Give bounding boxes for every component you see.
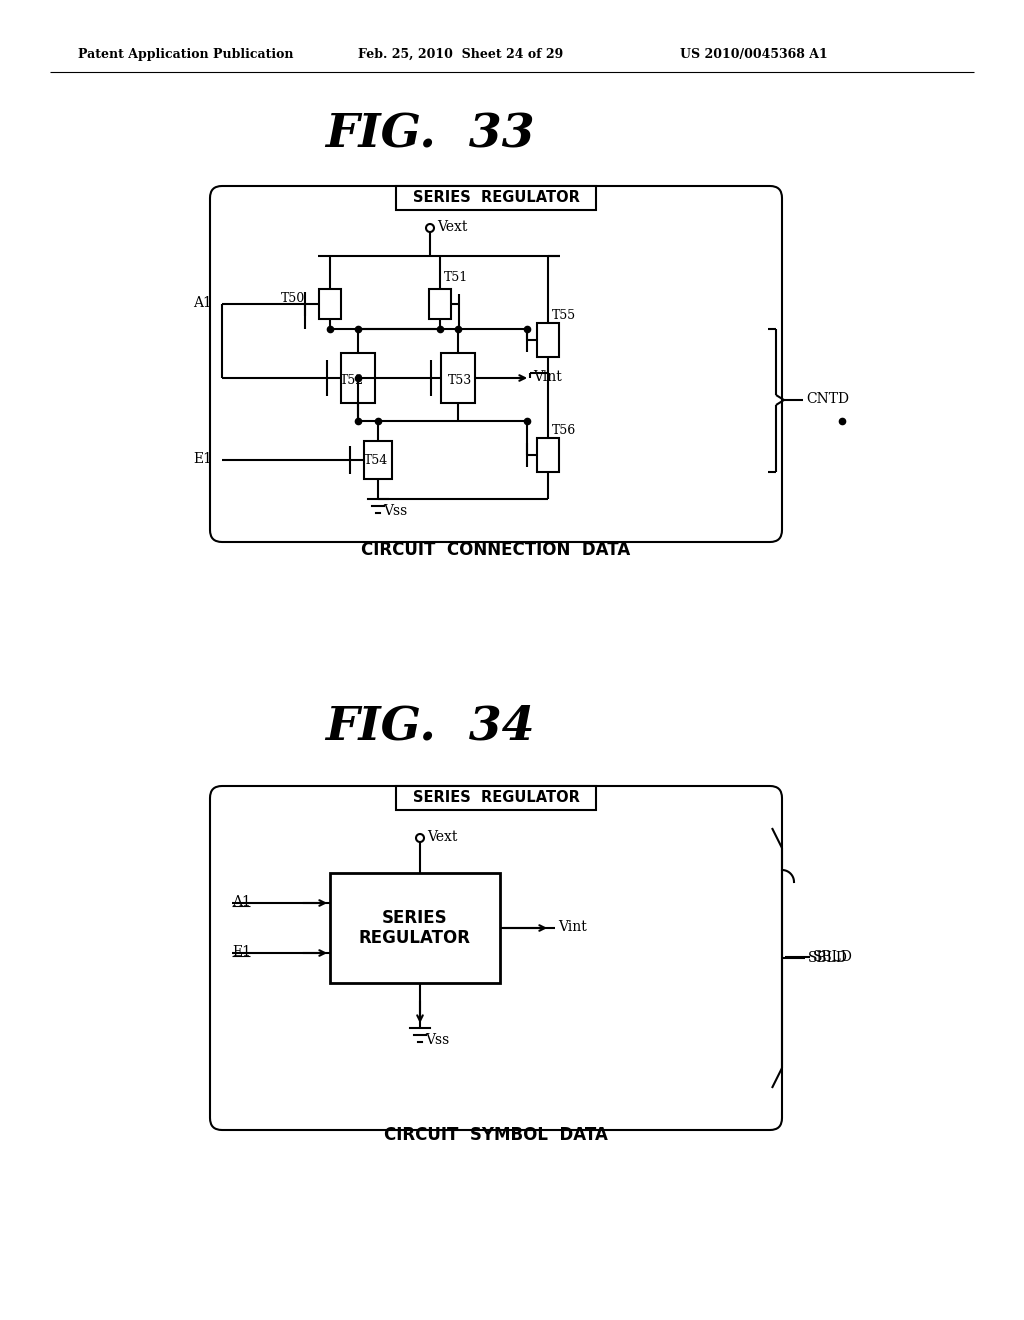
- Bar: [396, 186, 596, 210]
- Text: SBLD: SBLD: [808, 950, 848, 965]
- Bar: [319, 289, 341, 319]
- Text: Vss: Vss: [425, 1034, 450, 1047]
- Text: Vss: Vss: [383, 504, 408, 517]
- Text: T54: T54: [364, 454, 388, 467]
- Text: Feb. 25, 2010  Sheet 24 of 29: Feb. 25, 2010 Sheet 24 of 29: [358, 48, 563, 61]
- Text: CIRCUIT  SYMBOL  DATA: CIRCUIT SYMBOL DATA: [384, 1126, 608, 1144]
- Text: T55: T55: [552, 309, 577, 322]
- FancyBboxPatch shape: [210, 186, 782, 543]
- Bar: [441, 352, 475, 403]
- Text: FIG.  34: FIG. 34: [326, 704, 535, 750]
- Bar: [537, 323, 559, 356]
- Text: FIG.  33: FIG. 33: [326, 112, 535, 158]
- Text: Vext: Vext: [427, 830, 458, 843]
- Text: A1: A1: [232, 895, 251, 909]
- Text: T52: T52: [340, 374, 365, 387]
- Text: SERIES
REGULATOR: SERIES REGULATOR: [359, 908, 471, 948]
- Text: SERIES  REGULATOR: SERIES REGULATOR: [413, 791, 580, 805]
- Text: T51: T51: [444, 271, 468, 284]
- Text: Patent Application Publication: Patent Application Publication: [78, 48, 294, 61]
- Text: US 2010/0045368 A1: US 2010/0045368 A1: [680, 48, 827, 61]
- Text: SBLD: SBLD: [813, 950, 853, 964]
- Bar: [537, 438, 559, 473]
- Text: CNTD: CNTD: [806, 392, 849, 407]
- Text: E1: E1: [232, 945, 251, 960]
- Text: T53: T53: [447, 374, 472, 387]
- Bar: [341, 352, 375, 403]
- Bar: [330, 873, 500, 983]
- Text: T50: T50: [281, 292, 305, 305]
- Text: Vext: Vext: [437, 220, 467, 234]
- Text: A1: A1: [194, 296, 212, 310]
- Text: Vint: Vint: [534, 370, 562, 384]
- FancyBboxPatch shape: [210, 785, 782, 1130]
- Text: Vint: Vint: [558, 920, 587, 935]
- Bar: [396, 785, 596, 810]
- Text: CIRCUIT  CONNECTION  DATA: CIRCUIT CONNECTION DATA: [361, 541, 631, 558]
- Bar: [364, 441, 392, 479]
- Text: E1: E1: [193, 451, 212, 466]
- Text: SERIES  REGULATOR: SERIES REGULATOR: [413, 190, 580, 206]
- Bar: [429, 289, 451, 319]
- Text: T56: T56: [552, 424, 577, 437]
